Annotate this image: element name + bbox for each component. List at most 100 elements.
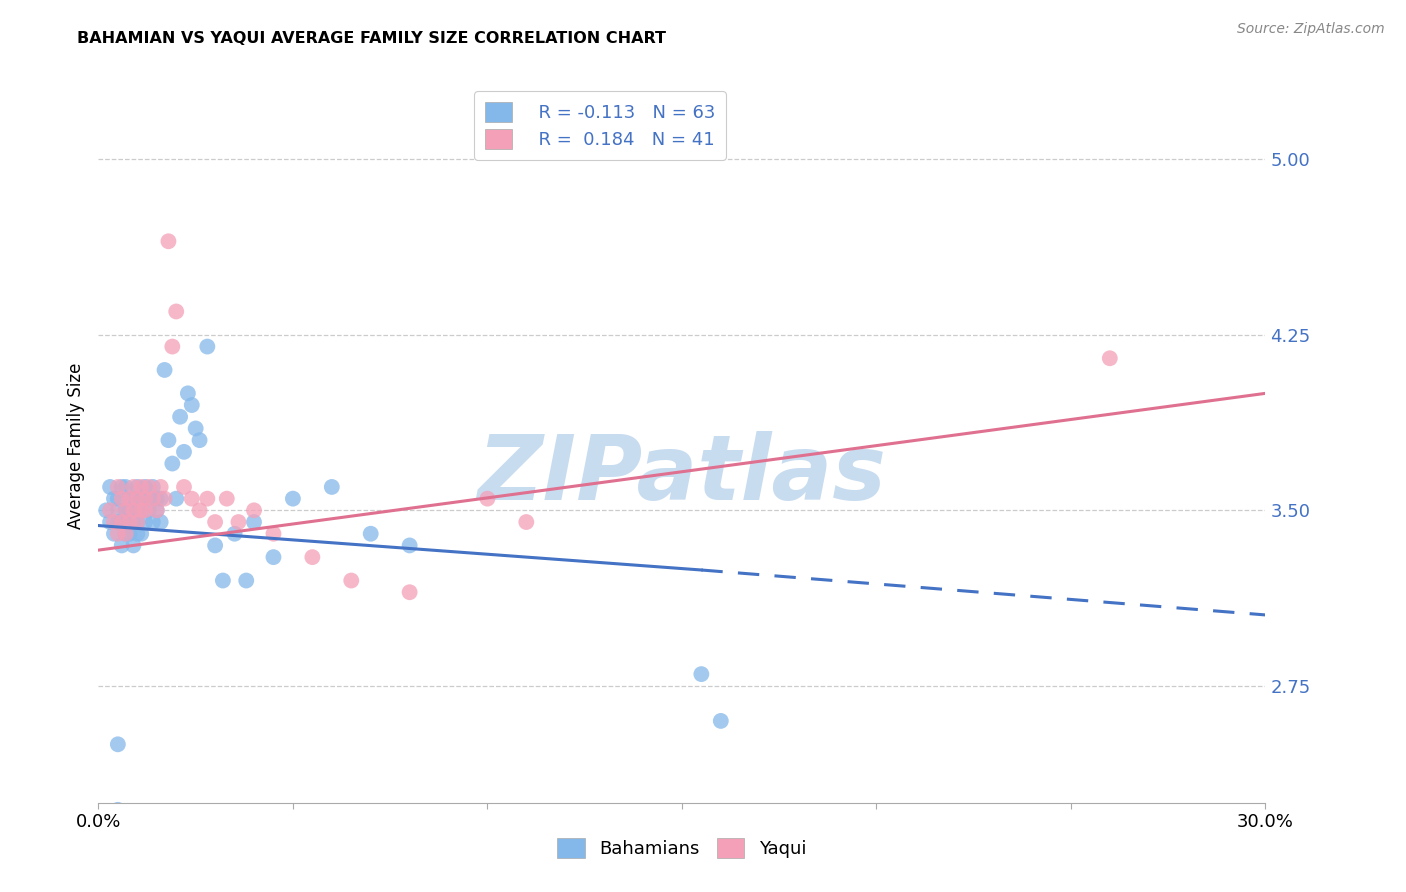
Point: [157, 234, 180, 248]
Point: [281, 491, 304, 506]
Point: [134, 480, 156, 494]
Point: [149, 515, 172, 529]
Point: [398, 585, 420, 599]
Point: [149, 491, 172, 506]
Point: [243, 515, 266, 529]
Point: [134, 491, 156, 506]
Point: [98, 503, 121, 517]
Point: [188, 433, 211, 447]
Point: [107, 515, 129, 529]
Point: [162, 340, 184, 354]
Point: [262, 526, 284, 541]
Point: [111, 480, 134, 494]
Text: ZIPatlas: ZIPatlas: [478, 431, 886, 518]
Point: [146, 503, 169, 517]
Legend: Bahamians, Yaqui: Bahamians, Yaqui: [550, 830, 814, 865]
Point: [477, 491, 499, 506]
Point: [212, 574, 235, 588]
Point: [321, 480, 343, 494]
Point: [114, 526, 136, 541]
Point: [111, 538, 134, 552]
Point: [134, 503, 156, 517]
Point: [118, 515, 141, 529]
Point: [114, 503, 136, 517]
Point: [153, 491, 176, 506]
Point: [142, 491, 165, 506]
Point: [188, 503, 211, 517]
Point: [243, 503, 266, 517]
Point: [107, 480, 129, 494]
Point: [165, 304, 187, 318]
Point: [138, 503, 160, 517]
Point: [224, 526, 246, 541]
Point: [157, 433, 180, 447]
Point: [103, 515, 125, 529]
Point: [118, 491, 141, 506]
Point: [114, 503, 136, 517]
Point: [398, 538, 420, 552]
Point: [129, 526, 152, 541]
Point: [228, 515, 250, 529]
Point: [195, 491, 218, 506]
Point: [215, 491, 238, 506]
Point: [690, 667, 713, 681]
Point: [118, 526, 141, 541]
Point: [129, 491, 152, 506]
Point: [107, 526, 129, 541]
Point: [107, 803, 129, 817]
Point: [340, 574, 363, 588]
Point: [262, 550, 284, 565]
Point: [169, 409, 191, 424]
Point: [127, 503, 149, 517]
Point: [122, 538, 145, 552]
Point: [710, 714, 733, 728]
Point: [122, 515, 145, 529]
Point: [204, 538, 226, 552]
Point: [146, 503, 169, 517]
Point: [138, 491, 160, 506]
Point: [129, 503, 152, 517]
Point: [129, 480, 152, 494]
Point: [142, 515, 165, 529]
Point: [103, 526, 125, 541]
Point: [114, 480, 136, 494]
Point: [114, 515, 136, 529]
Point: [360, 526, 382, 541]
Point: [107, 491, 129, 506]
Text: Source: ZipAtlas.com: Source: ZipAtlas.com: [1237, 22, 1385, 37]
Point: [301, 550, 323, 565]
Point: [204, 515, 226, 529]
Y-axis label: Average Family Size: Average Family Size: [66, 363, 84, 529]
Point: [127, 526, 149, 541]
Point: [96, 503, 118, 517]
Point: [111, 491, 134, 506]
Point: [138, 480, 160, 494]
Point: [235, 574, 257, 588]
Point: [127, 491, 149, 506]
Point: [515, 515, 537, 529]
Point: [146, 491, 169, 506]
Point: [149, 480, 172, 494]
Point: [107, 503, 129, 517]
Point: [142, 480, 165, 494]
Point: [134, 515, 156, 529]
Point: [118, 503, 141, 517]
Point: [129, 503, 152, 517]
Point: [111, 515, 134, 529]
Point: [184, 421, 207, 435]
Point: [118, 515, 141, 529]
Point: [180, 398, 202, 412]
Point: [162, 457, 184, 471]
Point: [173, 445, 195, 459]
Point: [114, 526, 136, 541]
Point: [1098, 351, 1121, 366]
Point: [122, 480, 145, 494]
Point: [173, 480, 195, 494]
Text: BAHAMIAN VS YAQUI AVERAGE FAMILY SIZE CORRELATION CHART: BAHAMIAN VS YAQUI AVERAGE FAMILY SIZE CO…: [77, 31, 666, 46]
Point: [153, 363, 176, 377]
Point: [103, 491, 125, 506]
Point: [122, 503, 145, 517]
Point: [98, 515, 121, 529]
Point: [111, 515, 134, 529]
Point: [122, 491, 145, 506]
